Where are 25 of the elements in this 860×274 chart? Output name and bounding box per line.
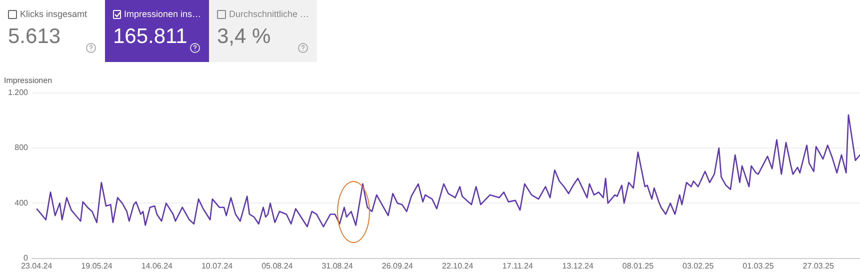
x-tick-label: 01.03.25 bbox=[742, 261, 774, 270]
x-tick-label: 05.08.24 bbox=[262, 261, 294, 270]
text: 5.613 bbox=[8, 25, 62, 49]
text: Impressionen ins… bbox=[124, 9, 201, 19]
y-tick-label: 1.200 bbox=[8, 88, 29, 98]
text: Durchschnittliche … bbox=[228, 9, 309, 19]
text: 165.811 bbox=[113, 25, 188, 49]
y-tick-label: 400 bbox=[14, 198, 29, 208]
x-tick-label: 22.10.24 bbox=[442, 261, 474, 270]
y-axis-title: Impressionen bbox=[4, 76, 52, 85]
text: Klicks insgesamt bbox=[20, 9, 88, 19]
x-tick-label: 14.06.24 bbox=[141, 261, 174, 270]
x-tick-label: 27.03.25 bbox=[802, 261, 834, 270]
x-tick-label: 19.05.24 bbox=[81, 261, 113, 270]
x-tick-label: 26.09.24 bbox=[382, 261, 414, 270]
x-tick-label: 23.04.24 bbox=[21, 261, 53, 270]
x-tick-label: 31.08.24 bbox=[322, 261, 354, 270]
text: 3,4 % bbox=[217, 25, 272, 49]
x-tick-label: 08.01.25 bbox=[622, 261, 654, 270]
x-tick-label: 17.11.24 bbox=[502, 261, 534, 270]
y-tick-label: 0 bbox=[24, 254, 29, 263]
x-tick-label: 13.12.24 bbox=[562, 261, 594, 270]
x-tick-label: 10.07.24 bbox=[201, 261, 234, 270]
x-tick-label: 03.02.25 bbox=[682, 261, 714, 270]
y-tick-label: 800 bbox=[14, 143, 29, 152]
